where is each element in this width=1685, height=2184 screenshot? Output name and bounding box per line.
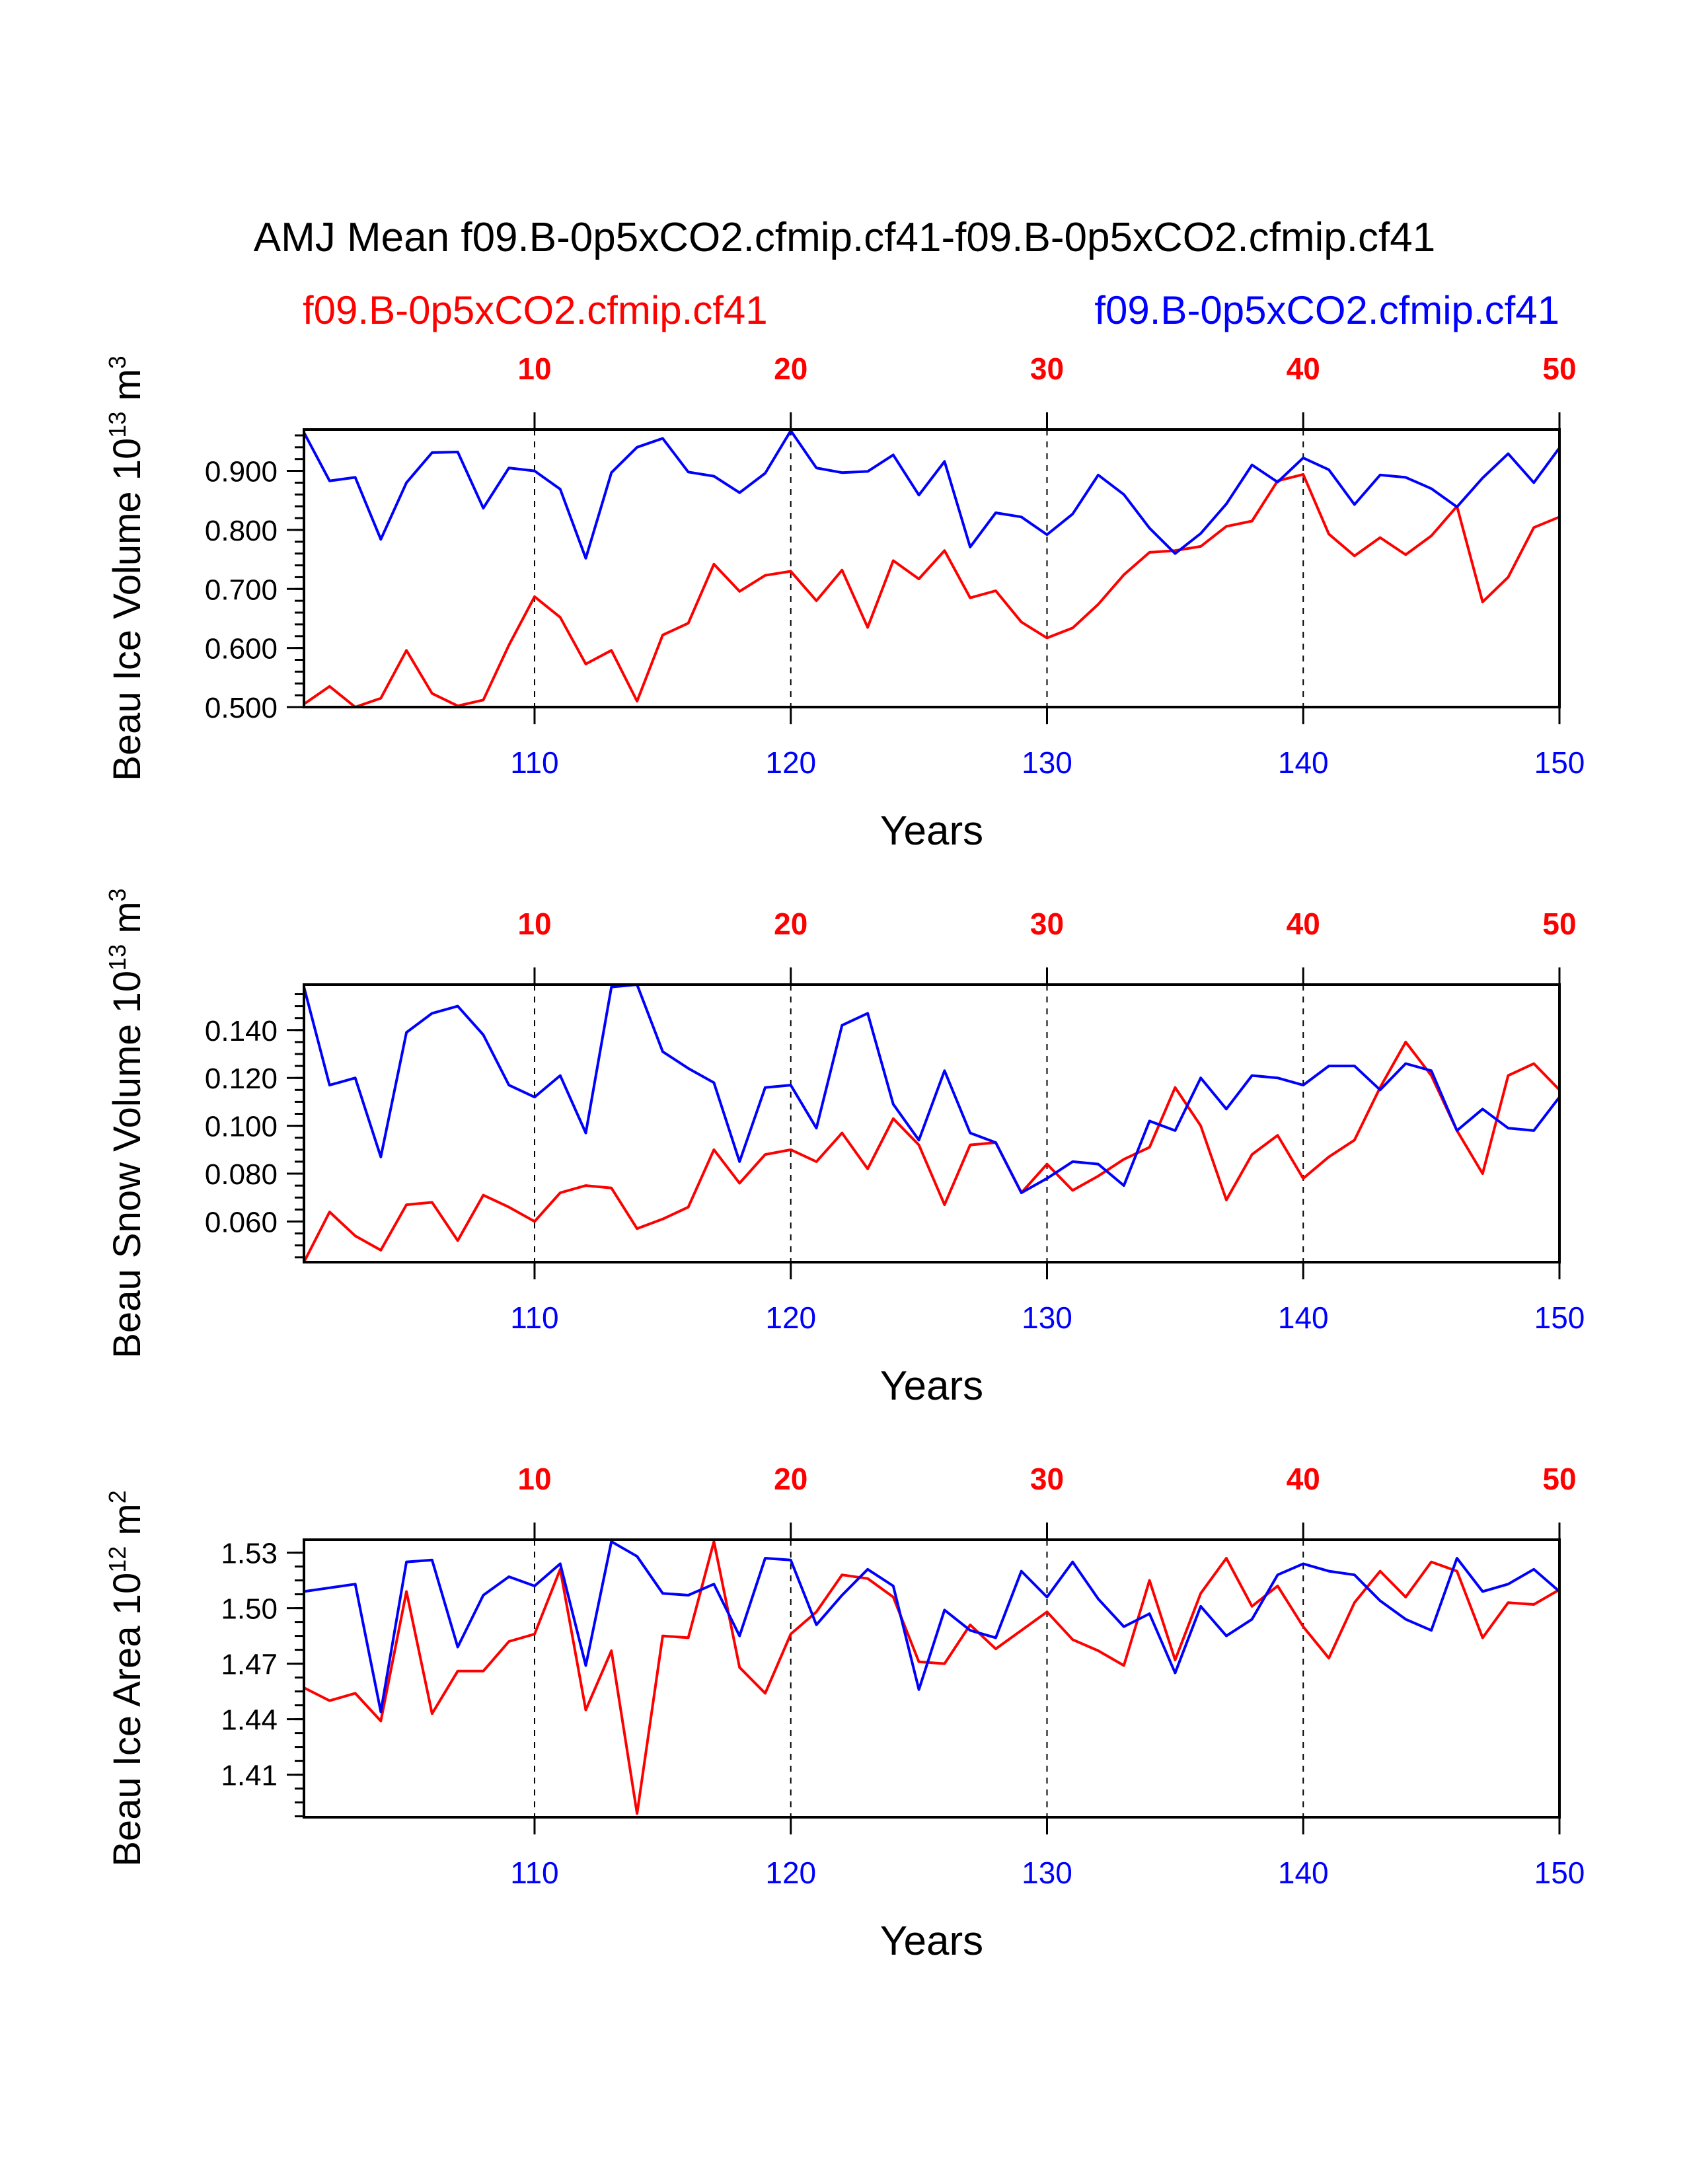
x-top-tick-label: 40 (1287, 352, 1320, 386)
x-axis-title: Years (880, 808, 983, 854)
x-axis-title: Years (880, 1918, 983, 1964)
y-tick-label: 1.50 (221, 1593, 278, 1626)
panel-3: 1.41 1.44 1.47 1.50 1.53 110 10 120 20 130 30 140 40… (104, 1462, 1585, 1964)
y-axis-title-part: m (106, 369, 149, 411)
series-line-blue (303, 429, 1561, 560)
x-top-tick-label: 50 (1542, 907, 1576, 941)
x-top-tick-label: 20 (774, 907, 807, 941)
plot-frame (303, 983, 1561, 1263)
y-tick-label: 0.120 (205, 1063, 278, 1095)
panel-2: 0.060 0.080 0.100 0.120 0.140 110 10 120 20 130 30… (104, 888, 1585, 1409)
legend-blue-label: f09.B-0p5xCO2.cfmip.cf41 (1094, 288, 1559, 332)
series-line-red (303, 1040, 1561, 1263)
x-top-tick-label: 20 (774, 1462, 807, 1496)
x-top-tick-label: 20 (774, 352, 807, 386)
plot-frame (303, 428, 1561, 708)
x-bottom-tick-label: 120 (765, 1856, 816, 1890)
y-tick-label: 0.600 (205, 633, 278, 665)
x-bottom-tick-label: 120 (765, 1300, 816, 1335)
y-axis-title-part: 12 (104, 1546, 131, 1573)
x-bottom-tick-label: 150 (1534, 1300, 1585, 1335)
x-top-tick-label: 30 (1030, 907, 1064, 941)
x-top-tick-label: 10 (517, 907, 551, 941)
y-axis-title: Beau Ice Volume 1013 m3 (104, 356, 149, 781)
x-top-tick-label: 40 (1287, 1462, 1320, 1496)
y-tick-label: 0.800 (205, 515, 278, 547)
series-line-red (303, 1540, 1560, 1815)
y-tick-label: 0.080 (205, 1158, 278, 1191)
y-axis-title-part: 2 (104, 1490, 131, 1503)
y-tick-label: 0.500 (205, 692, 278, 724)
y-tick-label: 0.100 (205, 1111, 278, 1143)
x-top-tick-label: 30 (1030, 1462, 1064, 1496)
series-line-blue (303, 983, 1561, 1194)
x-top-tick-label: 40 (1287, 907, 1320, 941)
x-top-tick-label: 50 (1542, 352, 1576, 386)
y-tick-label: 0.060 (205, 1206, 278, 1238)
x-axis-title: Years (880, 1363, 983, 1409)
panel-1: 0.500 0.600 0.700 0.800 0.900 110 10 120 20 130 30… (104, 352, 1585, 854)
x-bottom-tick-label: 130 (1022, 745, 1072, 780)
y-axis-title-part: 13 (104, 944, 131, 971)
y-axis-title-part: Beau Snow Volume 10 (106, 971, 149, 1359)
y-axis-title: Beau Snow Volume 1013 m3 (104, 888, 149, 1358)
y-tick-label: 0.140 (205, 1015, 278, 1047)
x-top-tick-label: 10 (517, 1462, 551, 1496)
x-top-tick-label: 30 (1030, 352, 1064, 386)
x-top-tick-label: 10 (517, 352, 551, 386)
y-axis-title-part: 3 (104, 356, 131, 369)
x-bottom-tick-label: 120 (765, 745, 816, 780)
y-axis-title-part: m (106, 1503, 149, 1546)
x-bottom-tick-label: 150 (1534, 745, 1585, 780)
y-tick-label: 1.53 (221, 1538, 278, 1570)
x-top-tick-label: 50 (1542, 1462, 1576, 1496)
y-axis-title: Beau Ice Area 1012 m2 (104, 1490, 149, 1867)
y-axis-title-part: Beau Ice Volume 10 (106, 438, 149, 781)
y-tick-label: 1.47 (221, 1649, 278, 1681)
y-axis-title-part: 13 (104, 412, 131, 438)
x-bottom-tick-label: 130 (1022, 1856, 1072, 1890)
legend-red-label: f09.B-0p5xCO2.cfmip.cf41 (303, 288, 768, 332)
y-axis-title-part: m (106, 901, 149, 944)
x-bottom-tick-label: 110 (510, 745, 558, 780)
x-bottom-tick-label: 140 (1278, 745, 1329, 780)
x-bottom-tick-label: 110 (510, 1300, 558, 1335)
y-tick-label: 1.41 (221, 1760, 278, 1792)
y-axis-title-part: 3 (104, 888, 131, 901)
x-bottom-tick-label: 140 (1278, 1856, 1329, 1890)
y-tick-label: 1.44 (221, 1704, 278, 1737)
series-line-blue (303, 1540, 1561, 1713)
x-bottom-tick-label: 150 (1534, 1856, 1585, 1890)
x-bottom-tick-label: 140 (1278, 1300, 1329, 1335)
chart-title: AMJ Mean f09.B-0p5xCO2.cfmip.cf41-f09.B-… (254, 215, 1435, 260)
y-tick-label: 0.700 (205, 574, 278, 606)
y-tick-label: 0.900 (205, 456, 278, 488)
x-bottom-tick-label: 130 (1022, 1300, 1072, 1335)
x-bottom-tick-label: 110 (510, 1856, 558, 1890)
y-axis-title-part: Beau Ice Area 10 (106, 1573, 149, 1867)
series-line-red (303, 472, 1560, 708)
